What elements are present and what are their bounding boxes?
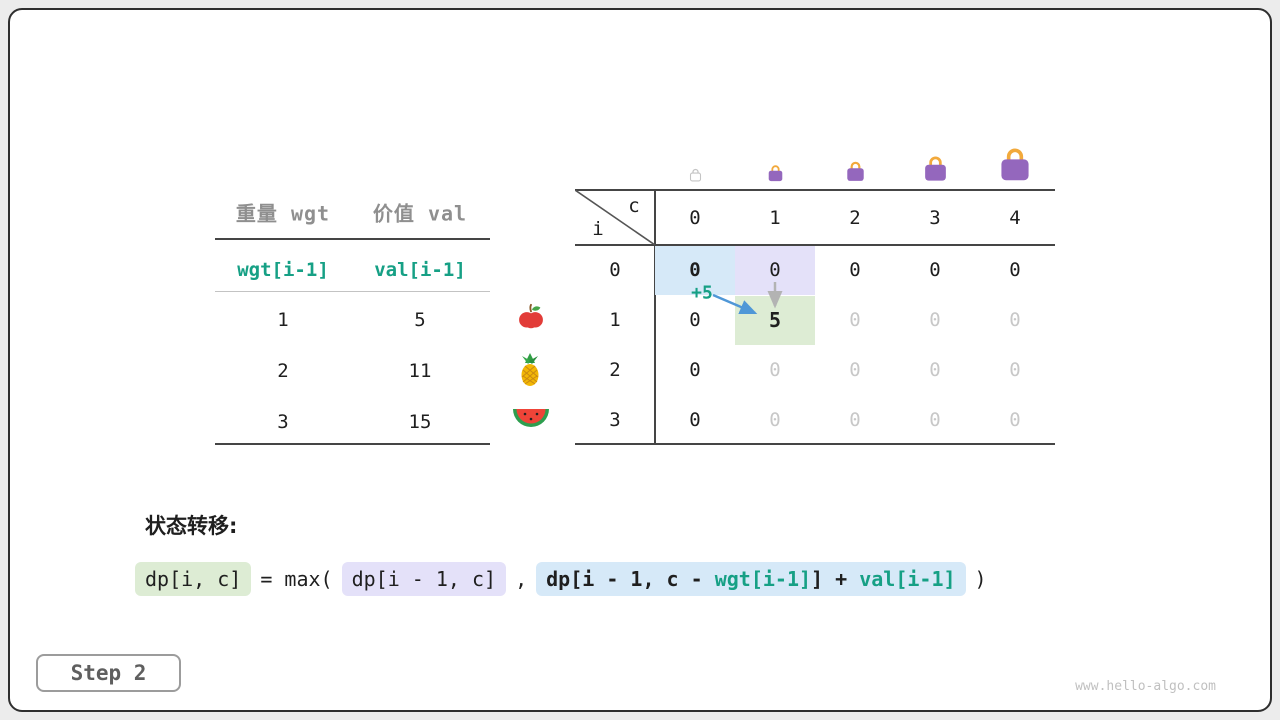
pineapple-icon — [521, 353, 539, 386]
watermelon-icon — [513, 409, 549, 427]
dp-cell-0-2: 0 — [849, 259, 861, 281]
apple-icon — [519, 303, 543, 329]
formula-lhs-chip: dp[i, c] — [135, 562, 252, 596]
dp-cell-2-3: 0 — [929, 359, 941, 381]
dp-table-bottom-border — [575, 443, 1055, 445]
dp-col-header-2: 2 — [849, 207, 861, 229]
bag-icon-medium — [847, 161, 864, 181]
bag-icon-xlarge — [1001, 148, 1029, 181]
dp-cell-1-0: 0 — [689, 309, 701, 331]
state-transition-title: 状态转移: — [145, 514, 238, 538]
dp-cell-1-4: 0 — [1009, 309, 1021, 331]
formula-take-val: val[i-1] — [859, 567, 956, 591]
items-col-header-wgt: 重量 wgt — [235, 201, 331, 226]
items-table-header-divider — [215, 238, 490, 240]
dp-cell-3-2: 0 — [849, 409, 861, 431]
formula-take-chip: dp[i - 1, c - wgt[i-1]] + val[i-1] — [536, 562, 966, 596]
dp-cell-2-4: 0 — [1009, 359, 1021, 381]
bag-icon-large — [925, 156, 946, 181]
dp-col-header-0: 0 — [689, 207, 701, 229]
item-row-2-val: 11 — [408, 360, 432, 382]
dp-row-label-3: 3 — [609, 409, 621, 431]
dp-row-label-0: 0 — [609, 259, 621, 281]
dp-cell-0-0: 0 — [689, 259, 701, 281]
corner-row-axis-label: i — [592, 218, 604, 240]
item-row-3-val: 15 — [408, 411, 432, 433]
dp-table-top-border — [575, 189, 1055, 191]
formula-skip-chip: dp[i - 1, c] — [341, 562, 507, 596]
plus-value-annotation: +5 — [691, 282, 713, 304]
state-transition-formula: dp[i, c] = max( dp[i - 1, c] , dp[i - 1,… — [135, 562, 987, 596]
item-row-1-wgt: 1 — [277, 309, 289, 331]
dp-cell-2-0: 0 — [689, 359, 701, 381]
dp-table-vertical-divider — [654, 189, 656, 445]
items-table-bottom-divider — [215, 443, 490, 445]
item-row-2-wgt: 2 — [277, 360, 289, 382]
items-formula-wgt: wgt[i-1] — [237, 259, 329, 281]
dp-row-label-2: 2 — [609, 359, 621, 381]
dp-col-header-3: 3 — [929, 207, 941, 229]
item-row-1-val: 5 — [414, 309, 426, 331]
corner-diagonal-line — [575, 190, 655, 245]
dp-cell-1-2: 0 — [849, 309, 861, 331]
watermark: www.hello-algo.com — [1075, 679, 1216, 694]
dp-cell-3-1: 0 — [769, 409, 781, 431]
empty-bag-icon — [689, 168, 702, 182]
dp-cell-3-4: 0 — [1009, 409, 1021, 431]
step-badge: Step 2 — [36, 654, 181, 692]
dp-cell-1-3: 0 — [929, 309, 941, 331]
formula-operator: = max( — [260, 567, 333, 591]
formula-take-part-c: ] + — [811, 567, 860, 591]
dp-cell-1-1: 5 — [768, 308, 782, 332]
dp-col-header-4: 4 — [1009, 207, 1021, 229]
items-formula-val: val[i-1] — [374, 259, 466, 281]
dp-cell-3-3: 0 — [929, 409, 941, 431]
take-arrow — [712, 293, 758, 315]
dp-cell-3-0: 0 — [689, 409, 701, 431]
dp-row-label-1: 1 — [609, 309, 621, 331]
dp-table-header-divider — [575, 244, 1055, 246]
figure-card — [8, 8, 1272, 712]
dp-cell-0-3: 0 — [929, 259, 941, 281]
corner-col-axis-label: c — [628, 195, 640, 217]
formula-take-wgt: wgt[i-1] — [714, 567, 812, 591]
formula-close-paren: ) — [974, 567, 987, 591]
dp-cell-2-2: 0 — [849, 359, 861, 381]
bag-icon-small — [768, 165, 783, 182]
dp-cell-0-1: 0 — [769, 259, 781, 281]
items-col-header-val: 价值 val — [372, 201, 468, 226]
dp-cell-2-1: 0 — [769, 359, 781, 381]
items-table-mid-divider — [215, 291, 490, 292]
dp-col-header-1: 1 — [769, 207, 781, 229]
formula-comma: , — [515, 567, 528, 591]
item-row-3-wgt: 3 — [277, 411, 289, 433]
dp-cell-0-4: 0 — [1009, 259, 1021, 281]
formula-take-part-a: dp[i - 1, c - — [546, 567, 715, 591]
highlight-take-source-cell — [655, 246, 735, 295]
transition-arrows — [712, 282, 783, 315]
